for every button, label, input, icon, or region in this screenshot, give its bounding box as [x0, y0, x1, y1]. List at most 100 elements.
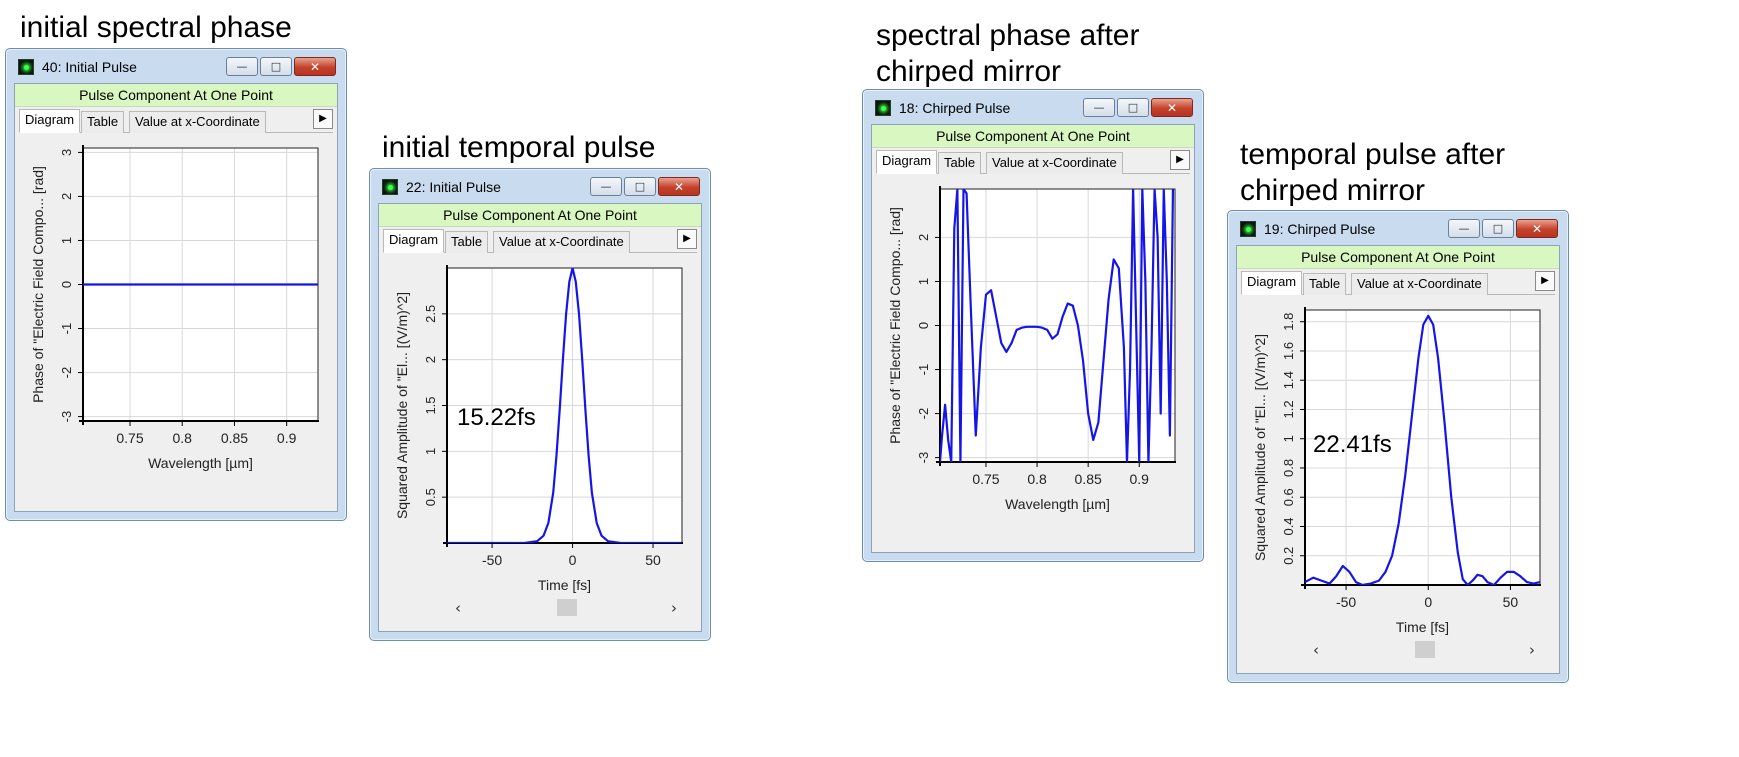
y-tick-label: 1.4 — [1281, 371, 1296, 389]
scroll-thumb[interactable] — [557, 599, 577, 616]
y-tick-label: 1 — [916, 278, 931, 285]
x-tick-label: 0.85 — [221, 430, 248, 446]
tab-scroll-right-icon[interactable]: ▶ — [677, 229, 697, 249]
chart-w4: -50 0 50 0.2 0.4 0.6 0.8 1 1.2 1.4 1.6 1.8 Time [fs]… — [1252, 307, 1541, 635]
horizontal-scrollbar[interactable]: ‹ › — [379, 599, 701, 617]
y-tick-label: 1 — [59, 237, 74, 244]
x-axis-label: Wavelength [µm] — [1005, 496, 1110, 512]
tab-scroll-right-icon[interactable]: ▶ — [313, 109, 333, 129]
content-pane: Pulse Component At One Point Diagram Tab… — [871, 124, 1195, 553]
x-axis-label: Time [fs] — [1396, 619, 1449, 635]
tab-diagram[interactable]: Diagram — [876, 150, 938, 174]
y-tick-label: 0.6 — [1281, 488, 1296, 506]
close-button[interactable]: ✕ — [1516, 219, 1558, 238]
tab-diagram[interactable]: Diagram — [1241, 271, 1303, 295]
scroll-right-icon[interactable]: › — [1529, 641, 1535, 659]
x-tick-label: 50 — [645, 552, 661, 568]
close-button[interactable]: ✕ — [1151, 98, 1193, 117]
horizontal-scrollbar[interactable]: ‹ › — [1237, 641, 1559, 659]
scroll-left-icon[interactable]: ‹ — [1313, 641, 1319, 659]
scroll-right-icon[interactable]: › — [671, 599, 677, 617]
x-tick-label: 0.75 — [972, 471, 999, 487]
y-tick-label: -1 — [916, 364, 931, 376]
minimize-button[interactable]: — — [226, 57, 258, 76]
minimize-button[interactable]: — — [590, 177, 622, 196]
title-bar[interactable]: 19: Chirped Pulse — □ ✕ — [1234, 217, 1562, 243]
y-tick-label: 1 — [1281, 435, 1296, 442]
app-icon — [1240, 221, 1256, 237]
maximize-button[interactable]: □ — [1117, 98, 1149, 117]
plot-area — [1305, 310, 1540, 585]
title-bar[interactable]: 18: Chirped Pulse — □ ✕ — [869, 96, 1197, 122]
tab-table[interactable]: Table — [445, 231, 489, 253]
y-tick-label: 2 — [916, 234, 931, 241]
scroll-left-icon[interactable]: ‹ — [455, 599, 461, 617]
app-icon — [18, 59, 34, 75]
window-chirped-pulse-temporal[interactable]: 19: Chirped Pulse — □ ✕ Pulse Component … — [1227, 210, 1569, 683]
y-tick-label: -3 — [59, 411, 74, 423]
series-line — [1305, 314, 1540, 585]
app-icon — [875, 100, 891, 116]
tab-value-at-x[interactable]: Value at x-Coordinate — [986, 152, 1123, 174]
y-tick-label: 2 — [423, 356, 438, 363]
y-tick-label: 1.2 — [1281, 400, 1296, 418]
window-title: 18: Chirped Pulse — [899, 100, 1011, 116]
tab-bar: Diagram Table Value at x-Coordinate ▶ — [876, 149, 1190, 174]
close-button[interactable]: ✕ — [658, 177, 700, 196]
title-bar[interactable]: 22: Initial Pulse — □ ✕ — [376, 175, 704, 201]
maximize-button[interactable]: □ — [1482, 219, 1514, 238]
caption-chirped-mirror-2: chirped mirror — [1240, 174, 1426, 207]
tab-value-at-x[interactable]: Value at x-Coordinate — [493, 231, 630, 253]
y-tick-label: 2 — [59, 193, 74, 200]
y-tick-label: 1.5 — [423, 396, 438, 414]
component-banner: Pulse Component At One Point — [1237, 246, 1559, 269]
tab-table[interactable]: Table — [938, 152, 982, 174]
caption-chirped-mirror-1: chirped mirror — [876, 55, 1062, 88]
content-pane: Pulse Component At One Point Diagram Tab… — [14, 83, 338, 512]
tab-value-at-x[interactable]: Value at x-Coordinate — [1351, 273, 1488, 295]
window-chirped-pulse-phase[interactable]: 18: Chirped Pulse — □ ✕ Pulse Component … — [862, 89, 1204, 562]
tab-table[interactable]: Table — [1303, 273, 1347, 295]
title-bar[interactable]: 40: Initial Pulse — □ ✕ — [12, 55, 340, 81]
chart-w1: 0.75 0.8 0.85 0.9 -3 -2 -1 0 1 2 3 Wavelength [µm] P… — [30, 145, 319, 471]
x-axis-label: Time [fs] — [538, 577, 591, 593]
tab-diagram[interactable]: Diagram — [383, 229, 445, 253]
y-tick-label: -1 — [59, 323, 74, 335]
close-button[interactable]: ✕ — [294, 57, 336, 76]
x-tick-label: -50 — [482, 552, 502, 568]
y-tick-label: -3 — [916, 452, 931, 464]
content-pane: Pulse Component At One Point Diagram Tab… — [1236, 245, 1560, 674]
y-tick-label: 2.5 — [423, 305, 438, 323]
chart-w3: 0.75 0.8 0.85 0.9 -3 -2 -1 0 1 2 Wavelength [µm] Ph… — [887, 186, 1176, 512]
tab-scroll-right-icon[interactable]: ▶ — [1535, 271, 1555, 291]
fwhm-annotation: 15.22fs — [457, 404, 536, 431]
x-tick-label: 0.8 — [172, 430, 192, 446]
tab-diagram[interactable]: Diagram — [19, 109, 81, 133]
scroll-thumb[interactable] — [1415, 641, 1435, 658]
tab-scroll-right-icon[interactable]: ▶ — [1170, 150, 1190, 170]
x-axis-label: Wavelength [µm] — [148, 455, 253, 471]
y-axis-label: Squared Amplitude of "El... [(V/m)^2] — [1252, 334, 1268, 561]
window-title: 19: Chirped Pulse — [1264, 221, 1376, 237]
x-tick-label: 0.75 — [116, 430, 143, 446]
y-tick-label: 1.8 — [1281, 313, 1296, 331]
window-title: 22: Initial Pulse — [406, 179, 501, 195]
maximize-button[interactable]: □ — [624, 177, 656, 196]
x-tick-label: -50 — [1336, 594, 1356, 610]
component-banner: Pulse Component At One Point — [379, 204, 701, 227]
tab-value-at-x[interactable]: Value at x-Coordinate — [129, 111, 266, 133]
y-tick-label: 0.4 — [1281, 517, 1296, 535]
window-initial-pulse-phase[interactable]: 40: Initial Pulse — □ ✕ Pulse Component … — [5, 48, 347, 521]
series-line — [447, 268, 682, 543]
series-line — [940, 189, 1175, 462]
y-tick-label: 0.2 — [1281, 547, 1296, 565]
caption-initial-spectral-phase: initial spectral phase — [20, 11, 292, 44]
x-tick-label: 0 — [1424, 594, 1432, 610]
maximize-button[interactable]: □ — [260, 57, 292, 76]
minimize-button[interactable]: — — [1083, 98, 1115, 117]
app-icon — [382, 179, 398, 195]
minimize-button[interactable]: — — [1448, 219, 1480, 238]
window-initial-pulse-temporal[interactable]: 22: Initial Pulse — □ ✕ Pulse Component … — [369, 168, 711, 641]
tab-table[interactable]: Table — [81, 111, 125, 133]
y-axis-label: Squared Amplitude of "El... [(V/m)^2] — [394, 292, 410, 519]
